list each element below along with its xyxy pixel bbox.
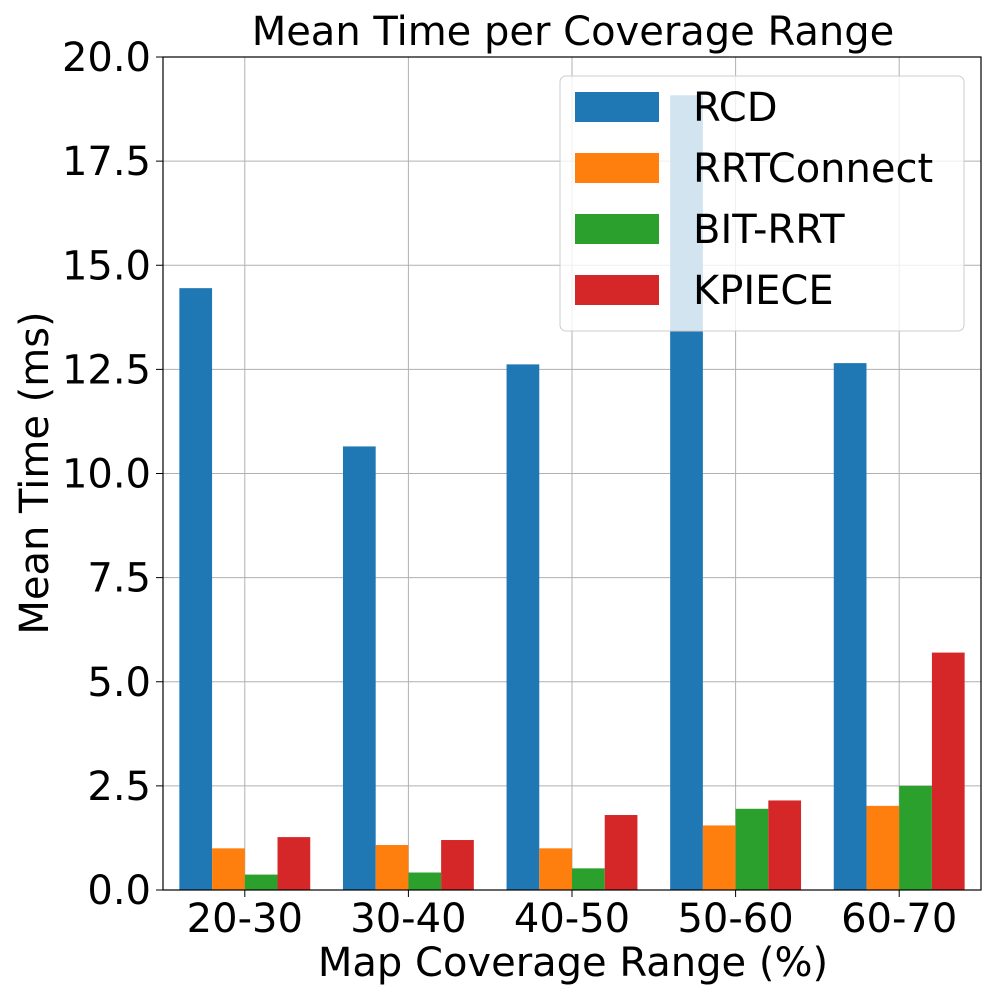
y-axis-label: Mean Time (ms) — [12, 311, 58, 634]
bar-rrtconnect-30-40 — [375, 845, 409, 890]
bar-bit-rrt-30-40 — [408, 872, 442, 890]
bar-kpiece-30-40 — [441, 840, 474, 890]
legend-swatch — [575, 275, 659, 305]
bar-kpiece-50-60 — [768, 800, 802, 890]
x-axis-label: Map Coverage Range (%) — [318, 940, 828, 986]
y-tick-label: 5.0 — [87, 660, 151, 706]
y-tick-label: 12.5 — [62, 347, 151, 393]
bar-bit-rrt-60-70 — [899, 785, 932, 890]
legend: RCD RRTConnect BIT-RRT KPIECE — [559, 75, 965, 332]
x-tick-label: 50-60 — [677, 896, 793, 942]
bar-rrtconnect-60-70 — [866, 805, 900, 890]
bar-rrtconnect-40-50 — [539, 848, 572, 890]
y-tick-label: 17.5 — [62, 139, 151, 185]
bar-rcd-30-40 — [342, 446, 376, 890]
bar-bit-rrt-40-50 — [572, 868, 605, 890]
bar-rrtconnect-50-60 — [702, 825, 736, 890]
x-tick-label: 40-50 — [514, 896, 630, 942]
bar-bit-rrt-50-60 — [735, 808, 769, 890]
bar-kpiece-40-50 — [604, 815, 638, 890]
bar-kpiece-20-30 — [277, 837, 311, 890]
bar-kpiece-60-70 — [931, 652, 965, 890]
x-tick-label: 20-30 — [187, 896, 303, 942]
legend-label: KPIECE — [693, 268, 834, 314]
bar-rrtconnect-20-30 — [212, 848, 245, 890]
y-tick-label: 7.5 — [87, 556, 151, 602]
y-tick-label: 10.0 — [62, 452, 151, 498]
legend-swatch — [575, 92, 659, 122]
y-axis-ticks: 0.0 2.5 5.0 7.5 10.0 12.5 15.0 17.5 20.0 — [62, 35, 163, 914]
bar-rcd-60-70 — [833, 363, 867, 890]
x-axis-ticks: 20-30 30-40 40-50 50-60 60-70 — [187, 890, 957, 942]
chart-title: Mean Time per Coverage Range — [252, 9, 895, 55]
bar-rcd-20-30 — [179, 288, 213, 891]
y-tick-label: 0.0 — [87, 868, 151, 914]
legend-label: RCD — [693, 85, 778, 131]
legend-swatch — [575, 153, 659, 183]
legend-swatch — [575, 214, 659, 244]
legend-label: RRTConnect — [693, 146, 933, 192]
y-tick-label: 15.0 — [62, 243, 151, 289]
legend-label: BIT-RRT — [693, 207, 845, 253]
x-tick-label: 30-40 — [350, 896, 466, 942]
y-tick-label: 20.0 — [62, 35, 151, 81]
x-tick-label: 60-70 — [841, 896, 957, 942]
bar-rcd-40-50 — [506, 364, 540, 890]
y-tick-label: 2.5 — [87, 764, 151, 810]
bar-bit-rrt-20-30 — [244, 874, 278, 890]
legend-box — [559, 75, 965, 332]
